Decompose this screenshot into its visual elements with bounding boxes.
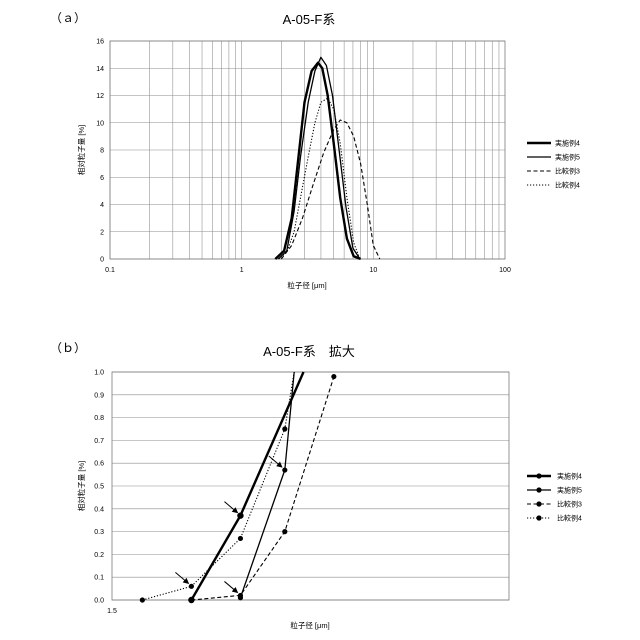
chart-b-legend-label: 実施例4 xyxy=(557,472,582,481)
chart-a-y-tick-label: 6 xyxy=(100,175,104,182)
chart-b-data-point xyxy=(238,536,243,541)
chart-b-legend-label: 比較例3 xyxy=(557,500,582,509)
chart-a-x-axis-label: 粒子径 [μm] xyxy=(287,280,326,290)
chart-a-series-line xyxy=(278,98,360,259)
chart-b-x-axis-label: 粒子径 [μm] xyxy=(290,620,329,630)
chart-a-y-tick-label: 12 xyxy=(96,93,104,100)
chart-a-legend-label: 比較例3 xyxy=(555,167,580,176)
chart-a: （ａ） A-05-F系 0 2 4 6 8 10 12 14 16 0.1 1 10 100 粒子径 … xyxy=(50,11,580,290)
panel-label-b: （ｂ） xyxy=(50,341,86,355)
chart-b-data-point xyxy=(238,593,243,598)
chart-b-data-point xyxy=(282,529,287,534)
chart-a-series-line xyxy=(278,57,360,259)
chart-b-y-axis-label: 相対粒子量 [%] xyxy=(76,461,86,511)
chart-b-y-tick-label: 0.0 xyxy=(94,598,104,605)
chart-a-y-tick-label: 4 xyxy=(100,202,104,209)
chart-b-x-tick-label: 1.5 xyxy=(107,608,117,615)
chart-a-series xyxy=(275,57,380,259)
chart-b-legend: 実施例4 実施例5 比較例3 比較例4 xyxy=(527,472,582,523)
chart-b: （ｂ） A-05-F系 拡大 0.00.10.20.30.40.50.60.70… xyxy=(50,341,582,630)
chart-a-legend-label: 実施例4 xyxy=(555,139,580,148)
chart-a-x-tick-label: 10 xyxy=(369,267,377,274)
chart-b-legend-label: 実施例5 xyxy=(557,486,582,495)
chart-a-x-tick-label: 1 xyxy=(240,267,244,274)
chart-b-title: A-05-F系 拡大 xyxy=(263,344,355,359)
chart-a-y-axis-label: 相対粒子量 [%] xyxy=(76,125,86,175)
chart-a-series-line xyxy=(275,63,360,259)
chart-b-annotation-arrow xyxy=(269,456,282,467)
chart-b-data-point xyxy=(140,597,145,602)
chart-b-y-tick-label: 0.5 xyxy=(94,484,104,491)
chart-b-data-point xyxy=(189,597,194,602)
panel-label-a: （ａ） xyxy=(50,11,86,25)
chart-b-y-tick-label: 0.1 xyxy=(94,575,104,582)
chart-b-y-tick-label: 0.7 xyxy=(94,438,104,445)
chart-b-x-ticks: 1.5 xyxy=(107,608,117,615)
chart-b-y-tick-label: 0.9 xyxy=(94,392,104,399)
chart-b-y-tick-label: 0.2 xyxy=(94,552,104,559)
chart-b-legend-marker xyxy=(536,515,541,520)
chart-a-y-tick-label: 2 xyxy=(100,229,104,236)
chart-b-data-point xyxy=(282,426,287,431)
chart-a-grid xyxy=(110,41,505,259)
chart-a-y-tick-label: 14 xyxy=(96,66,104,73)
chart-b-y-tick-label: 0.8 xyxy=(94,415,104,422)
chart-b-annotation-arrow xyxy=(224,581,237,592)
chart-a-title: A-05-F系 xyxy=(283,12,336,27)
chart-b-legend-marker xyxy=(536,487,541,492)
chart-b-y-tick-label: 0.6 xyxy=(94,461,104,468)
chart-b-legend-marker xyxy=(536,473,541,478)
chart-a-legend-label: 実施例5 xyxy=(555,153,580,162)
chart-b-legend-marker xyxy=(536,501,541,506)
chart-a-y-tick-label: 0 xyxy=(100,257,104,264)
chart-b-series xyxy=(140,372,337,603)
chart-b-data-point xyxy=(189,584,194,589)
chart-b-legend-label: 比較例4 xyxy=(557,514,582,523)
chart-b-series-line xyxy=(191,377,334,600)
chart-a-legend: 実施例4 実施例5 比較例3 比較例4 xyxy=(527,139,580,190)
chart-b-grid xyxy=(112,372,509,600)
chart-b-data-point xyxy=(237,512,243,518)
chart-a-y-tick-label: 10 xyxy=(96,120,104,127)
chart-b-data-point xyxy=(282,467,287,472)
chart-b-y-ticks: 0.0 0.1 0.2 0.3 0.4 0.5 0.6 0.7 0.8 0.9 1.0 xyxy=(94,370,104,605)
chart-b-series-line xyxy=(240,372,294,598)
chart-a-legend-label: 比較例4 xyxy=(555,181,580,190)
chart-a-x-tick-label: 100 xyxy=(499,267,511,274)
chart-a-x-ticks: 0.1 1 10 100 xyxy=(105,267,511,274)
chart-a-y-tick-label: 16 xyxy=(96,39,104,46)
chart-b-annotation-arrow xyxy=(175,572,188,583)
chart-b-y-tick-label: 1.0 xyxy=(94,370,104,377)
chart-a-x-tick-label: 0.1 xyxy=(105,267,115,274)
chart-b-data-point xyxy=(331,374,336,379)
chart-a-y-tick-label: 8 xyxy=(100,148,104,155)
chart-b-annotation-arrow xyxy=(224,502,237,513)
chart-b-y-tick-label: 0.4 xyxy=(94,506,104,513)
chart-b-y-tick-label: 0.3 xyxy=(94,529,104,536)
chart-a-y-ticks: 0 2 4 6 8 10 12 14 16 xyxy=(96,39,104,264)
